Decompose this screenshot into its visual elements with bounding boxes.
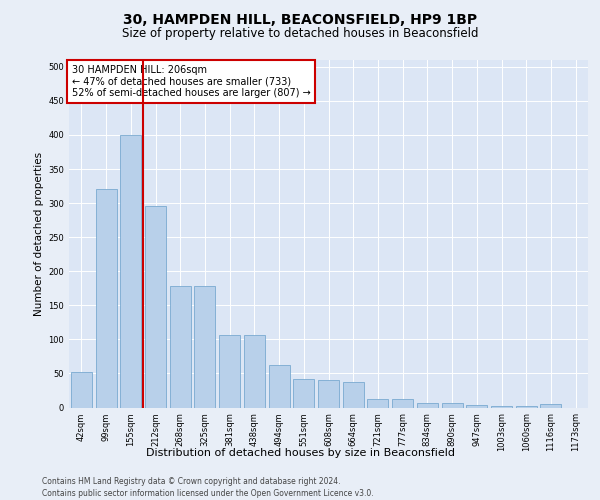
Text: Distribution of detached houses by size in Beaconsfield: Distribution of detached houses by size … (146, 448, 455, 458)
Bar (120, 135, 141, 407)
Bar (491, 406, 512, 407)
Bar (244, 334, 265, 407)
Bar (219, 334, 240, 407)
Text: Contains HM Land Registry data © Crown copyright and database right 2024.: Contains HM Land Registry data © Crown c… (42, 478, 341, 486)
Bar (466, 405, 487, 407)
Bar (170, 286, 191, 408)
Bar (293, 379, 314, 408)
Text: Size of property relative to detached houses in Beaconsfield: Size of property relative to detached ho… (122, 28, 478, 40)
Bar (417, 402, 438, 407)
Bar (194, 286, 215, 408)
Bar (367, 400, 388, 407)
Bar (516, 406, 537, 407)
Bar (269, 364, 290, 408)
Text: 30 HAMPDEN HILL: 206sqm
← 47% of detached houses are smaller (733)
52% of semi-d: 30 HAMPDEN HILL: 206sqm ← 47% of detache… (71, 65, 310, 98)
Bar (392, 400, 413, 407)
Bar (95, 190, 116, 408)
Bar (343, 382, 364, 407)
Bar (145, 206, 166, 408)
Bar (541, 404, 562, 407)
Text: Contains public sector information licensed under the Open Government Licence v3: Contains public sector information licen… (42, 489, 374, 498)
Bar (318, 380, 339, 407)
Text: 30, HAMPDEN HILL, BEACONSFIELD, HP9 1BP: 30, HAMPDEN HILL, BEACONSFIELD, HP9 1BP (123, 12, 477, 26)
Bar (71, 372, 92, 408)
Y-axis label: Number of detached properties: Number of detached properties (34, 152, 44, 316)
Bar (442, 402, 463, 407)
